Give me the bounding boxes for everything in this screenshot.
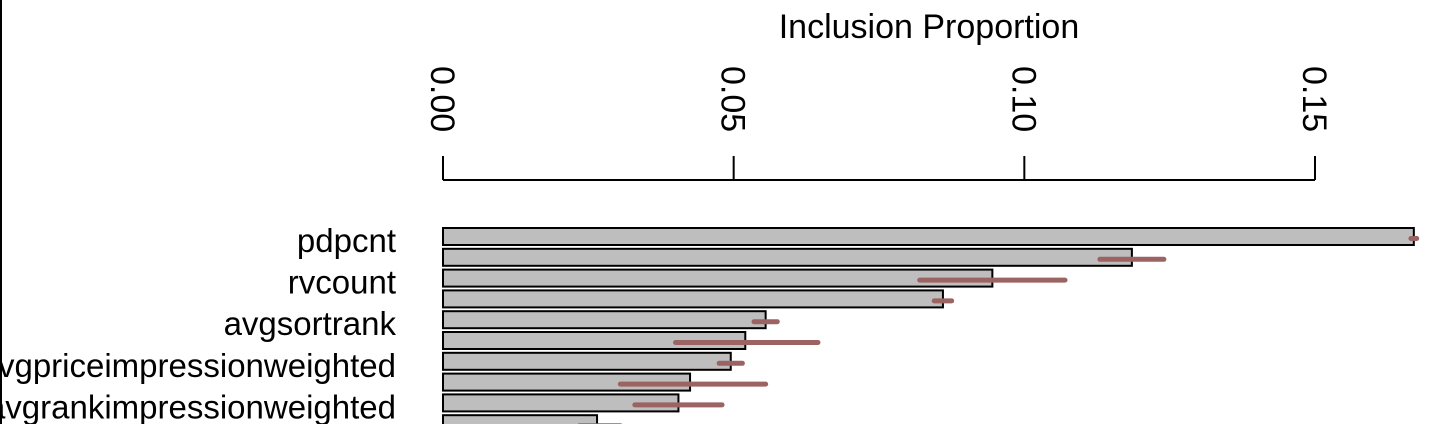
row-label: avgrankimpressionweighted (0, 388, 396, 424)
x-tick-label: 0.00 (423, 66, 461, 132)
bar (442, 227, 1415, 246)
row-label: avgpriceimpressionweighted (0, 347, 396, 384)
chart-title: Inclusion Proportion (779, 8, 1080, 46)
x-tick-label: 0.10 (1004, 66, 1042, 132)
row-label: pdpcnt (297, 222, 396, 259)
x-axis: 0.00 0.05 0.10 0.15 (423, 66, 1333, 181)
bar (442, 247, 1133, 267)
row-label: rvcount (288, 264, 396, 301)
error-bars (577, 236, 1420, 424)
bars (442, 227, 1415, 424)
bar (442, 289, 944, 309)
x-tick-label: 0.15 (1295, 66, 1333, 132)
row-labels: pdpcnt rvcount avgsortrank avgpriceimpressi… (0, 222, 396, 424)
bar (442, 268, 994, 288)
row-label: avgsortrank (224, 305, 397, 342)
bar (442, 351, 732, 371)
bar (442, 310, 767, 330)
bar (442, 414, 599, 424)
x-tick-label: 0.05 (714, 66, 752, 132)
